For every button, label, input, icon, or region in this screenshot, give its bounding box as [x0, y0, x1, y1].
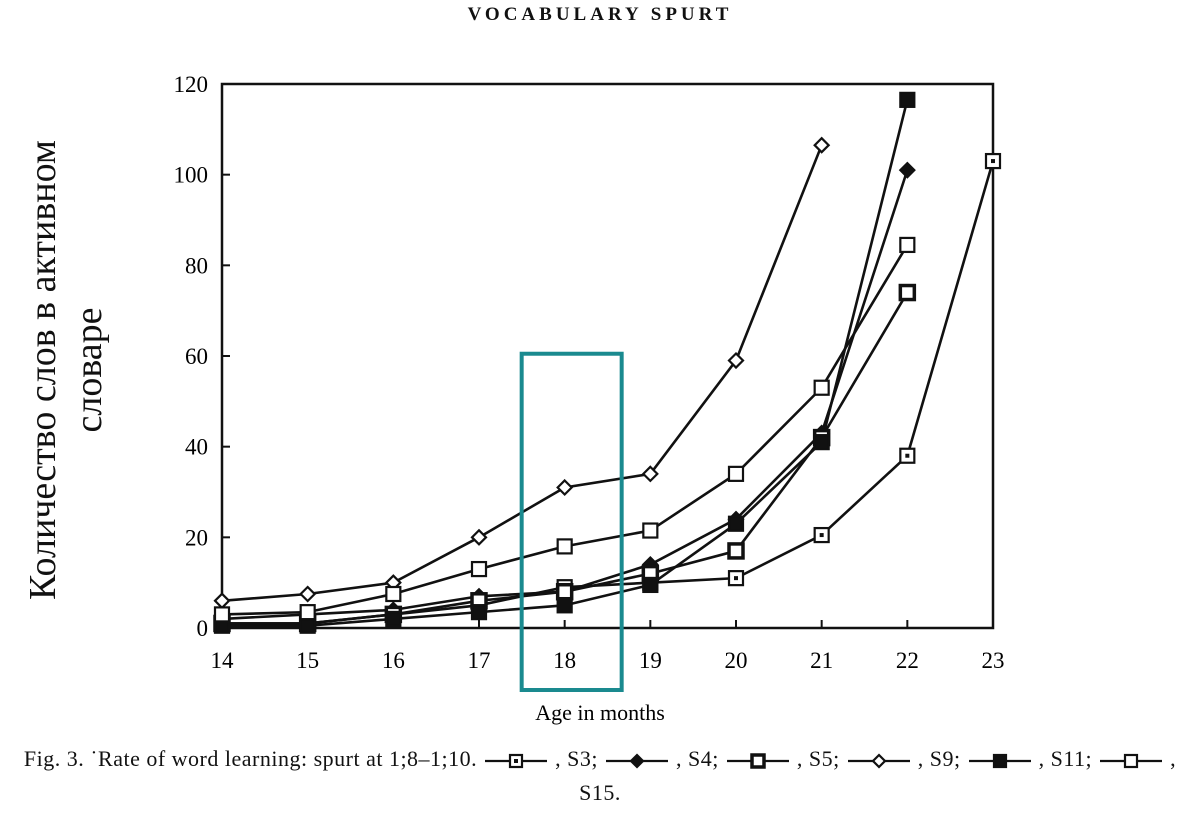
- plot-frame: [220, 82, 995, 630]
- caption-legend-item: , S5;: [719, 746, 840, 771]
- figure-caption: Fig. 3. ˙Rate of word learning: spurt at…: [20, 742, 1180, 810]
- data-point: [470, 560, 488, 578]
- x-axis-label: Age in months: [535, 700, 665, 725]
- caption-text: Fig. 3. ˙Rate of word learning: spurt at…: [23, 746, 478, 771]
- legend-label: , S3;: [549, 746, 599, 771]
- caption-legend-item: , S15.: [579, 746, 1176, 805]
- legend-label: , S9;: [911, 746, 961, 771]
- data-point: [899, 236, 916, 254]
- data-point: [385, 610, 402, 628]
- caption-legend-item: , S9;: [840, 746, 961, 771]
- data-point-center: [819, 533, 824, 538]
- y-tick-label: 20: [185, 525, 208, 550]
- data-point: [750, 753, 766, 769]
- data-point: [470, 528, 488, 546]
- legend-swatch: [1100, 753, 1163, 769]
- x-tick-label: 20: [725, 648, 748, 673]
- x-tick-label: 19: [639, 648, 662, 673]
- x-tick-label: 23: [982, 648, 1005, 673]
- highlight-box: [519, 351, 624, 692]
- y-tick-label: 120: [174, 72, 209, 97]
- series-lines: [221, 99, 995, 628]
- series-line-s3: [222, 160, 995, 625]
- x-tick-labels: 14 15 16 17 18 19 20 21 22 23: [211, 648, 1005, 673]
- x-tick-label: 18: [553, 648, 576, 673]
- legend-swatch: [606, 753, 669, 769]
- data-point: [299, 604, 316, 621]
- data-point: [556, 538, 573, 555]
- data-point: [642, 522, 659, 539]
- data-point: [1124, 753, 1139, 769]
- axes: [220, 82, 995, 630]
- series-markers: [213, 91, 1002, 634]
- data-point: [898, 283, 917, 302]
- legend-label: , S11;: [1032, 746, 1093, 771]
- data-point: [727, 465, 745, 482]
- y-tick-label: 40: [185, 435, 208, 460]
- x-tick-label: 16: [382, 648, 405, 673]
- y-tick-label: 0: [197, 616, 209, 641]
- data-point: [727, 515, 745, 532]
- legend-swatch: [847, 753, 910, 769]
- data-point: [727, 542, 745, 560]
- data-point: [213, 592, 231, 610]
- x-tick-label: 15: [296, 648, 319, 673]
- legend-swatch: [485, 753, 548, 769]
- y-tick-labels: 0 20 40 60 80 100 120: [174, 72, 209, 641]
- data-point: [555, 582, 574, 601]
- caption-legend-item: , S11;: [961, 746, 1093, 771]
- caption-legend: , S3; , S4; , S5; , S9; , S11; , S15.: [483, 746, 1176, 805]
- data-point: [556, 597, 573, 614]
- series-line-s15: [221, 244, 909, 616]
- legend-swatch: [726, 753, 789, 769]
- data-point-center: [991, 159, 995, 164]
- data-point: [556, 478, 574, 497]
- data-point: [299, 585, 317, 603]
- y-tick-label: 60: [185, 344, 208, 369]
- data-point: [641, 465, 659, 483]
- legend-swatch: [968, 753, 1031, 769]
- data-point: [213, 606, 231, 623]
- line-chart: 14 15 16 17 18 19 20 21 22 23 0 20 40 60 80 100 120 Age…: [174, 72, 1005, 725]
- page-header: VOCABULARY SPURT: [467, 4, 733, 25]
- data-point: [813, 434, 830, 451]
- data-point: [813, 379, 830, 396]
- legend-label: , S5;: [790, 746, 840, 771]
- y-axis-label: Количество слов в активном словаре: [22, 140, 110, 600]
- data-point: [470, 604, 488, 621]
- legend-label: , S15.: [579, 746, 1177, 805]
- x-tick-label: 17: [468, 648, 491, 673]
- x-tick-label: 14: [211, 648, 235, 673]
- data-point: [898, 161, 916, 179]
- data-point: [899, 91, 916, 108]
- data-point: [385, 585, 402, 603]
- data-point: [299, 617, 316, 634]
- x-tick-label: 22: [896, 648, 919, 673]
- legend-label: , S4;: [670, 746, 719, 771]
- caption-legend-item: , S4;: [598, 746, 719, 771]
- data-point: [727, 351, 745, 370]
- y-tick-label: 80: [185, 253, 208, 278]
- data-point: [992, 753, 1007, 769]
- data-point-center: [734, 576, 738, 581]
- x-tick-label: 21: [810, 648, 833, 673]
- data-point: [871, 753, 887, 769]
- y-tick-label: 100: [174, 163, 209, 188]
- data-point: [629, 753, 645, 769]
- caption-legend-item: , S3;: [483, 746, 598, 771]
- data-point-center: [905, 453, 910, 458]
- data-point: [642, 576, 659, 594]
- data-point: [813, 136, 831, 154]
- data-point-center: [514, 758, 519, 763]
